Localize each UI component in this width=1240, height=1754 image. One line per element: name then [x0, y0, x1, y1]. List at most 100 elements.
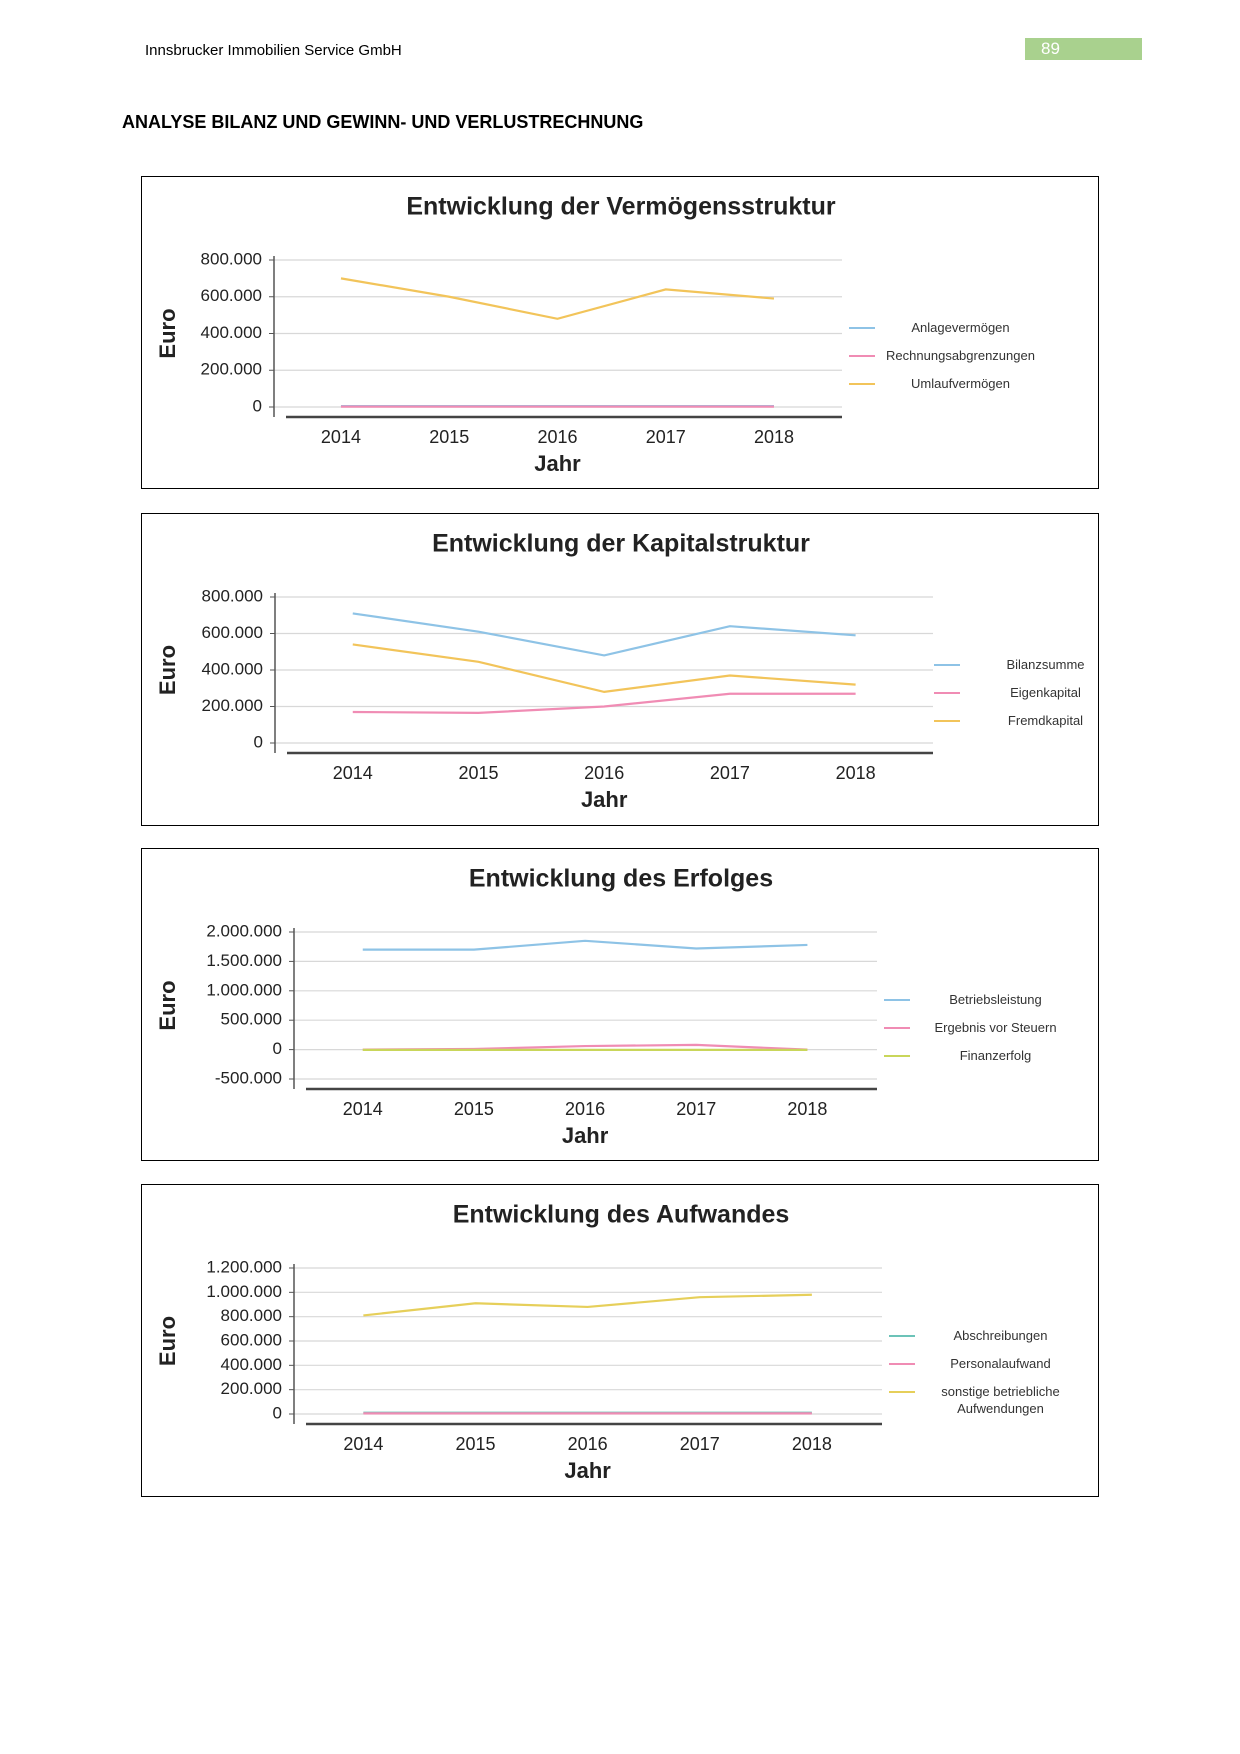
x-tick-label: 2018 — [792, 1434, 832, 1454]
legend-item: Fremdkapital — [934, 712, 1123, 729]
legend-label: Rechnungsabgrenzungen — [886, 348, 1035, 363]
y-tick-label: -500.000 — [215, 1068, 282, 1087]
y-tick-label: 200.000 — [221, 1379, 282, 1398]
y-tick-label: 600.000 — [202, 623, 263, 642]
chart: Entwicklung der Vermögensstruktur 0 200.00… — [155, 193, 842, 476]
legend-swatch — [889, 1363, 915, 1365]
chart-title: Entwicklung des Erfolges — [469, 865, 773, 893]
legend-swatch — [934, 692, 960, 694]
x-tick-label: 2016 — [565, 1099, 605, 1119]
y-tick-label: 2.000.000 — [206, 921, 282, 940]
page-number: 89 — [1025, 38, 1142, 60]
legend-swatch — [889, 1335, 915, 1337]
x-tick-label: 2015 — [455, 1434, 495, 1454]
chart-title: Entwicklung der Kapitalstruktur — [432, 530, 810, 558]
legend-item: Abschreibungen — [889, 1327, 1078, 1344]
x-tick-label: 2016 — [568, 1434, 608, 1454]
series-line — [352, 643, 856, 694]
y-axis-label: Euro — [155, 980, 180, 1030]
y-tick-label: 400.000 — [201, 323, 262, 342]
legend-item: Ergebnis vor Steuern — [884, 1019, 1073, 1036]
legend-item: Eigenkapital — [934, 684, 1123, 701]
legend-item: Betriebsleistung — [884, 991, 1073, 1008]
y-tick-label: 1.000.000 — [206, 980, 282, 999]
chart: Entwicklung des Erfolges -500.000 0 500.000… — [155, 865, 877, 1148]
legend-label: Ergebnis vor Steuern — [934, 1020, 1057, 1035]
y-tick-label: 1.200.000 — [206, 1257, 282, 1276]
y-tick-label: 1.500.000 — [206, 951, 282, 970]
x-tick-label: 2018 — [787, 1099, 827, 1119]
x-tick-label: 2017 — [676, 1099, 716, 1119]
x-tick-label: 2014 — [343, 1099, 383, 1119]
legend-swatch — [849, 383, 875, 385]
legend-swatch — [934, 664, 960, 666]
legend-swatch — [849, 355, 875, 357]
chart-frame: Entwicklung der Vermögensstruktur 0 200.00… — [141, 176, 1099, 489]
legend-label: Anlagevermögen — [911, 320, 1010, 335]
y-tick-label: 1.000.000 — [206, 1282, 282, 1301]
legend-label: Fremdkapital — [1007, 713, 1084, 728]
legend-item: Rechnungsabgrenzungen — [849, 347, 1038, 364]
legend-swatch — [884, 1027, 910, 1029]
legend-item: Anlagevermögen — [849, 319, 1038, 336]
y-axis-label: Euro — [155, 308, 180, 358]
series-line — [352, 692, 856, 714]
heading: ANALYSE BILANZ UND GEWINN- UND VERLUSTRE… — [122, 112, 644, 132]
legend-swatch — [884, 1055, 910, 1057]
x-tick-label: 2018 — [836, 763, 876, 783]
legend-label: Abschreibungen — [953, 1328, 1048, 1343]
chart-title: Entwicklung der Vermögensstruktur — [406, 193, 836, 221]
legend-label: Personalaufwand — [950, 1356, 1051, 1371]
legend-item: Finanzerfolg — [884, 1047, 1073, 1064]
y-tick-label: 600.000 — [221, 1330, 282, 1349]
y-tick-label: 200.000 — [201, 360, 262, 379]
y-tick-label: 400.000 — [221, 1355, 282, 1374]
x-tick-label: 2015 — [458, 763, 498, 783]
x-axis-label: Jahr — [562, 1123, 609, 1148]
y-tick-label: 0 — [254, 732, 263, 751]
y-tick-label: 400.000 — [202, 659, 263, 678]
legend-item: Personalaufwand — [889, 1355, 1078, 1372]
x-tick-label: 2014 — [343, 1434, 383, 1454]
y-tick-label: 800.000 — [221, 1306, 282, 1325]
legend-label: Finanzerfolg — [959, 1048, 1032, 1063]
series-line — [363, 1293, 812, 1317]
company: Innsbrucker Immobilien Service GmbH — [145, 42, 402, 59]
x-tick-label: 2014 — [333, 763, 373, 783]
chart: Entwicklung des Aufwandes 0 200.000 400.000… — [155, 1201, 882, 1483]
y-tick-label: 800.000 — [201, 249, 262, 268]
x-tick-label: 2016 — [537, 427, 577, 447]
y-axis-label: Euro — [155, 1316, 180, 1366]
x-tick-label: 2016 — [584, 763, 624, 783]
legend-label: Eigenkapital — [1010, 685, 1081, 700]
legend-item: sonstige betriebliche Aufwendungen — [889, 1383, 1078, 1417]
y-tick-label: 600.000 — [201, 286, 262, 305]
x-tick-label: 2017 — [710, 763, 750, 783]
y-tick-label: 200.000 — [202, 696, 263, 715]
y-tick-label: 0 — [273, 1403, 282, 1422]
y-axis-label: Euro — [155, 645, 180, 695]
chart-frame: Entwicklung des Erfolges -500.000 0 500.000… — [141, 848, 1099, 1161]
legend-label: Umlaufvermögen — [911, 376, 1010, 391]
x-axis-label: Jahr — [564, 1458, 611, 1483]
x-tick-label: 2015 — [454, 1099, 494, 1119]
x-axis-label: Jahr — [534, 451, 581, 476]
y-tick-label: 0 — [253, 396, 262, 415]
x-tick-label: 2014 — [321, 427, 361, 447]
series-line — [340, 277, 775, 320]
legend-label: sonstige betriebliche Aufwendungen — [941, 1384, 1060, 1416]
legend-swatch — [884, 999, 910, 1001]
y-tick-label: 800.000 — [202, 586, 263, 605]
x-tick-label: 2015 — [429, 427, 469, 447]
series-line — [362, 939, 808, 951]
legend-label: Bilanzsumme — [1006, 657, 1085, 672]
legend-item: Bilanzsumme — [934, 656, 1123, 673]
chart-frame: Entwicklung der Kapitalstruktur 0 200.000 4… — [141, 513, 1099, 826]
legend-item: Umlaufvermögen — [849, 375, 1038, 392]
y-tick-label: 0 — [273, 1039, 282, 1058]
legend-swatch — [889, 1391, 915, 1393]
legend-label: Betriebsleistung — [949, 992, 1042, 1007]
x-tick-label: 2017 — [646, 427, 686, 447]
chart-frame: Entwicklung des Aufwandes 0 200.000 400.000… — [141, 1184, 1099, 1497]
